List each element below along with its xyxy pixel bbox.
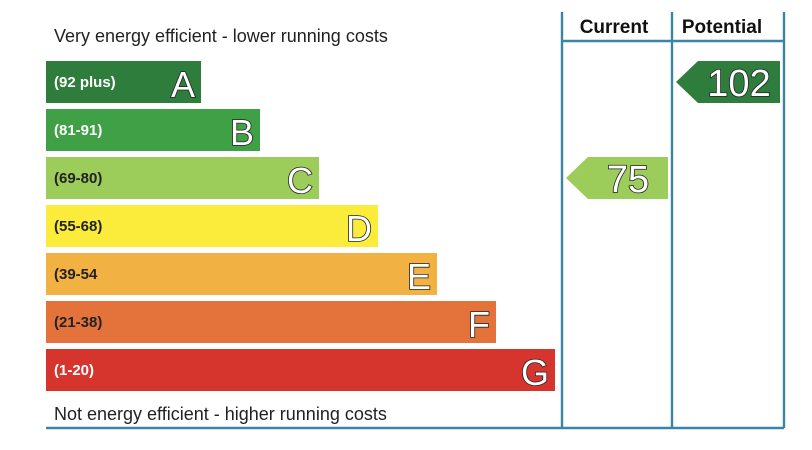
band-range-e: (39-54 (54, 266, 98, 283)
current-rating-value: 75 (607, 159, 649, 201)
chart-frame (46, 12, 786, 430)
band-bar-g (46, 349, 555, 391)
band-range-c: (69-80) (54, 170, 102, 187)
band-bar-a (46, 61, 201, 103)
band-bar-b (46, 109, 260, 151)
band-letter-a: A (171, 64, 195, 105)
potential-rating-value: 102 (707, 63, 770, 105)
band-bar-f (46, 301, 496, 343)
rating-arrows: 75 102 (566, 61, 780, 202)
band-range-g: (1-20) (54, 362, 94, 379)
potential-rating-arrow (676, 61, 780, 103)
rating-bands: (92 plus) A (81-91) B (69-80) C (55-68) D (39-54… (46, 61, 555, 394)
band-bar-d (46, 205, 378, 247)
potential-column-header: Potential (682, 17, 762, 38)
band-range-f: (21-38) (54, 314, 102, 331)
band-letter-f: F (468, 304, 490, 345)
band-bar-c (46, 157, 319, 199)
band-letter-b: B (230, 112, 254, 153)
current-rating-arrow (566, 157, 668, 199)
band-bar-e (46, 253, 437, 295)
band-range-d: (55-68) (54, 218, 102, 235)
band-letter-g: G (521, 352, 549, 393)
band-range-b: (81-91) (54, 122, 102, 139)
top-note: Very energy efficient - lower running co… (54, 26, 388, 46)
band-letter-e: E (407, 256, 431, 297)
band-letter-d: D (346, 208, 372, 249)
bottom-note: Not energy efficient - higher running co… (54, 404, 387, 424)
band-range-a: (92 plus) (54, 74, 116, 91)
band-letter-c: C (287, 160, 313, 201)
current-column-header: Current (580, 17, 649, 38)
